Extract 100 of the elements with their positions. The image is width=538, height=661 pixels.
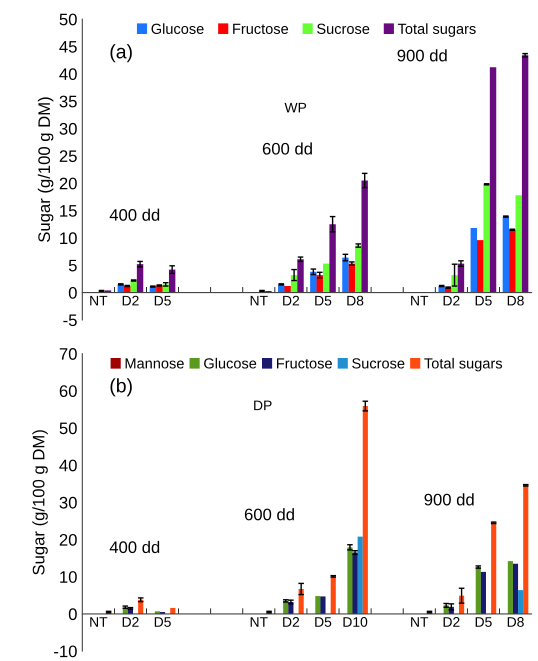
annotation: 600 dd	[244, 508, 294, 520]
x-tick-label: NT	[250, 296, 268, 306]
bar	[362, 406, 368, 614]
y-tick-label: 0	[68, 286, 77, 299]
bar	[342, 258, 349, 293]
annotation: 400 dd	[110, 540, 160, 554]
y-tick-label: 30	[60, 496, 77, 509]
legend-label: Fructose	[277, 358, 332, 369]
bar	[509, 230, 516, 293]
y-tick-label: 40	[59, 68, 77, 80]
bar	[320, 596, 326, 614]
y-tick-label: 10	[60, 232, 77, 244]
bar	[476, 567, 481, 614]
y-tick-label: 45	[59, 41, 77, 53]
x-tick-label: D5	[154, 296, 171, 306]
y-tick-label: 40	[59, 460, 77, 472]
bar	[490, 67, 496, 293]
bar	[470, 228, 477, 293]
bar	[168, 270, 176, 293]
bar	[315, 596, 320, 614]
y-tick-label: 20	[60, 178, 77, 190]
y-tick-label: -5	[63, 314, 77, 326]
x-tick-label: D2	[122, 296, 139, 306]
bar	[330, 576, 336, 614]
x-tick-label: NT	[90, 617, 108, 627]
y-tick-label: -10	[54, 645, 77, 658]
x-tick-label: D10	[343, 617, 368, 627]
y-tick-label: 50	[60, 14, 77, 26]
annotation: (b)	[110, 378, 132, 396]
y-tick-label: 50	[60, 422, 77, 434]
x-tick-label: D5	[315, 617, 332, 627]
y-tick-label: 15	[60, 205, 77, 217]
x-tick-label: NT	[90, 296, 108, 306]
bar	[329, 224, 336, 293]
bar	[508, 561, 513, 614]
x-tick-label: D8	[347, 296, 364, 306]
legend-label: Glucose	[204, 358, 256, 369]
bar	[283, 600, 288, 614]
x-tick-label: D2	[283, 617, 300, 627]
x-tick-label: NT	[250, 617, 268, 627]
bar	[316, 275, 323, 293]
x-tick-label: D8	[508, 617, 524, 627]
bar	[348, 264, 356, 293]
bar	[136, 264, 144, 293]
bar	[310, 272, 317, 293]
annotation: (a)	[110, 44, 132, 62]
x-tick-label: NT	[411, 296, 428, 306]
bar	[483, 184, 490, 293]
legend-label: Mannose	[126, 358, 184, 369]
bar	[518, 590, 524, 614]
bar	[352, 552, 358, 614]
x-tick-label: D2	[283, 296, 300, 306]
x-tick-label: D5	[154, 617, 171, 627]
bar	[516, 195, 522, 293]
bar	[502, 216, 510, 293]
bar	[297, 259, 304, 293]
bar	[458, 264, 464, 293]
y-tick-label: 35	[60, 96, 77, 108]
y-axis-title: Sugar (g/100 g DM)	[38, 97, 54, 242]
y-tick-label: 70	[60, 348, 77, 360]
x-tick-label: D2	[122, 617, 139, 627]
annotation: 600 dd	[262, 142, 312, 155]
legend-label: Fructose	[233, 24, 288, 34]
bar	[361, 180, 368, 293]
bar	[355, 246, 362, 293]
annotation: WP	[284, 102, 306, 112]
bar	[512, 564, 518, 614]
legend-label: Sucrose	[317, 24, 370, 34]
bar	[522, 55, 528, 293]
x-tick-label: NT	[411, 617, 428, 627]
legend-label: Sucrose	[352, 358, 404, 369]
x-tick-label: D8	[508, 296, 524, 306]
bar	[476, 240, 484, 293]
legend-label: Total sugars	[398, 23, 476, 37]
bar	[358, 536, 363, 614]
legend-label: Total sugars	[424, 358, 502, 372]
x-tick-label: D2	[444, 617, 460, 627]
y-axis-title: Sugar (g/100 g DM)	[32, 430, 48, 575]
annotation: 900 dd	[424, 493, 474, 506]
bar	[284, 286, 291, 293]
x-tick-label: D2	[444, 296, 460, 306]
bar	[480, 572, 486, 614]
bar	[347, 547, 352, 614]
annotation: 400 dd	[110, 208, 160, 221]
bar	[170, 608, 176, 614]
y-tick-label: 20	[60, 534, 77, 546]
annotation: 900 dd	[398, 49, 447, 62]
x-tick-label: D5	[476, 296, 492, 306]
y-tick-label: 10	[60, 571, 77, 583]
bar	[523, 485, 528, 614]
x-tick-label: D5	[315, 296, 332, 306]
y-tick-label: 30	[60, 122, 77, 135]
x-tick-label: D5	[476, 617, 492, 627]
y-tick-label: 0	[68, 608, 77, 620]
y-tick-label: 60	[60, 385, 77, 398]
bar	[322, 264, 330, 293]
y-tick-label: 5	[68, 260, 77, 272]
bar	[491, 522, 496, 614]
y-tick-label: 25	[60, 150, 77, 162]
annotation: DP	[254, 400, 272, 410]
